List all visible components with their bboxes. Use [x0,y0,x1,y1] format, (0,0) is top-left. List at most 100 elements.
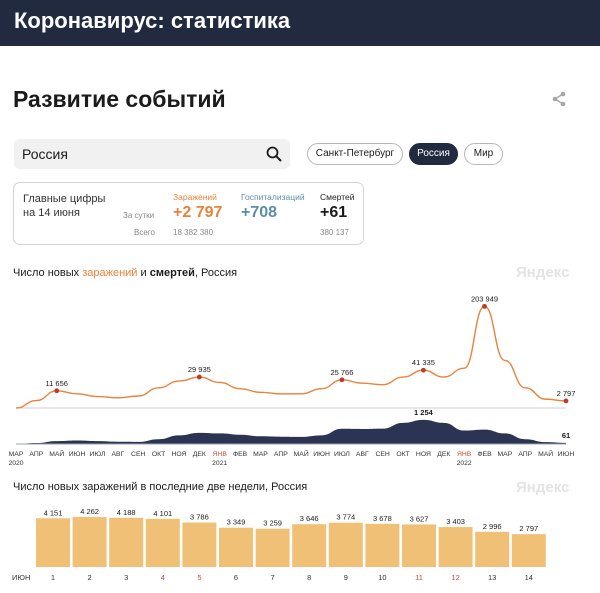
x-year-label: 2020 [8,460,23,467]
chart1-title-bold: смертей [149,267,195,279]
hospitalizations-daily: +708 [241,204,278,221]
bar-value-label: 3 627 [410,514,429,523]
x-year-label: 2021 [212,460,227,467]
annotation-label: 41 335 [412,358,435,367]
x-tick-label: ЯНВ [213,451,228,458]
annotation-5: 2 797 [557,389,576,404]
x-tick-label: МАЙ [49,449,64,458]
yandex-watermark-2: Яндекс [516,479,570,496]
annotation-marker [421,367,426,373]
x-tick-label: ИЮЛ [90,451,106,458]
x-tick-label: ФЕВ [477,451,492,458]
annotation-marker [482,303,487,309]
chip-saint-petersburg[interactable]: Санкт-Петербург [307,143,403,165]
bar-value-label: 3 259 [263,519,282,528]
chip-world[interactable]: Мир [464,143,503,165]
x-tick-label: 10 [378,573,386,582]
share-icon[interactable] [550,90,568,108]
annotation-marker [54,388,60,394]
page-title: Развитие событий [13,86,226,112]
infections-daily: +2 797 [173,204,223,221]
x-tick-label: 12 [451,573,459,582]
x-tick-label: 9 [344,573,348,582]
x-tick-label: АВГ [356,451,369,458]
bar [402,524,436,567]
annotation-4: 203 949 [471,294,498,309]
bar-value-label: 3 349 [227,518,246,527]
deaths-daily: +61 [320,204,348,221]
annotation-1: 29 935 [188,365,211,380]
bar-value-label: 3 786 [190,513,209,522]
bar [292,524,327,567]
annotation-label: 2 797 [557,389,576,398]
bar-value-label: 4 262 [80,507,99,516]
chip-russia[interactable]: Россия [409,143,458,165]
stats-card: Главные цифры на 14 июня За сутки Всего … [13,182,364,245]
x-tick-label: АПР [518,451,532,458]
x-tick-label: ФЕВ [233,451,248,458]
bar-value-label: 3 403 [446,517,465,526]
x-tick-label: 7 [271,573,275,582]
bar [365,523,400,567]
x-tick-label: ИЮН [313,451,330,458]
annotation-marker [196,374,202,380]
x-tick-label: ОКТ [396,451,409,458]
annotation-marker [339,377,345,383]
region-search-input[interactable]: Россия [14,139,290,169]
x-tick-label: НОЯ [416,451,431,458]
x-tick-label: АВГ [111,451,124,458]
bar-value-label: 3 774 [336,513,355,522]
annotation-7: 61 [562,431,570,440]
bar [182,522,217,567]
annotation-label: 1 254 [414,408,434,417]
infections-total: 18 382 380 [173,228,214,237]
x-tick-label: 8 [307,573,311,582]
annotation-label: 11 656 [46,379,68,388]
chart1-title-accent: заражений [82,267,138,279]
deaths-label: Смертей [320,192,355,202]
x-tick-label: 14 [525,573,533,582]
x-tick-label: СЕН [131,451,145,458]
x-tick-label: ИЮН [69,451,86,458]
stats-heading: Главные цифры [23,193,106,205]
x-tick-label: ДЕК [437,451,450,458]
chart-infections-deaths[interactable]: 11 656 29 935 25 766 41 335 203 949 2 797 1 25… [0,285,600,475]
total-row-label: Всего [134,228,155,237]
chart-two-weeks-title: Число новых заражений в последние две не… [13,481,308,493]
bar-value-label: 2 996 [483,522,502,531]
search-icon[interactable] [265,145,283,163]
series-deaths-area [16,419,566,444]
bar [328,522,363,567]
infections-label: Заражений [173,192,217,202]
x-tick-label: АПР [29,451,43,458]
x-tick-label: СЕН [375,451,389,458]
hospitalizations-label: Госпитализаций [241,192,305,202]
bar-value-label: 2 797 [519,524,538,533]
annotation-3: 41 335 [412,358,435,373]
chart1-title-pre: Число новых [13,267,83,279]
x-tick-label: 3 [124,573,128,582]
x-tick-label: АПР [274,451,288,458]
annotation-label: 203 949 [471,294,498,303]
x-tick-label: ОКТ [152,451,165,458]
daily-row-label: За сутки [123,211,155,220]
annotation-label: 29 935 [188,365,211,374]
x-tick-label: 5 [197,573,201,582]
bar [36,518,70,567]
bar [219,527,253,567]
bar [255,528,290,567]
bar-value-label: 3 646 [300,514,319,523]
bar [109,517,144,567]
bar [72,516,107,567]
annotation-0: 11 656 [46,379,68,394]
x-tick-label: ИЮЛ [334,451,350,458]
annotation-6: 1 254 [414,408,434,417]
chart-infections-deaths-title: Число новых заражений и смертей, Россия [13,267,237,279]
x-tick-label: ИЮН [558,451,575,458]
x-tick-label: МАЙ [538,449,553,458]
search-value: Россия [22,146,68,162]
x-tick-label: 6 [234,573,238,582]
yandex-watermark-1: Яндекс [516,264,570,281]
x-tick-label: МАЙ [294,449,309,458]
